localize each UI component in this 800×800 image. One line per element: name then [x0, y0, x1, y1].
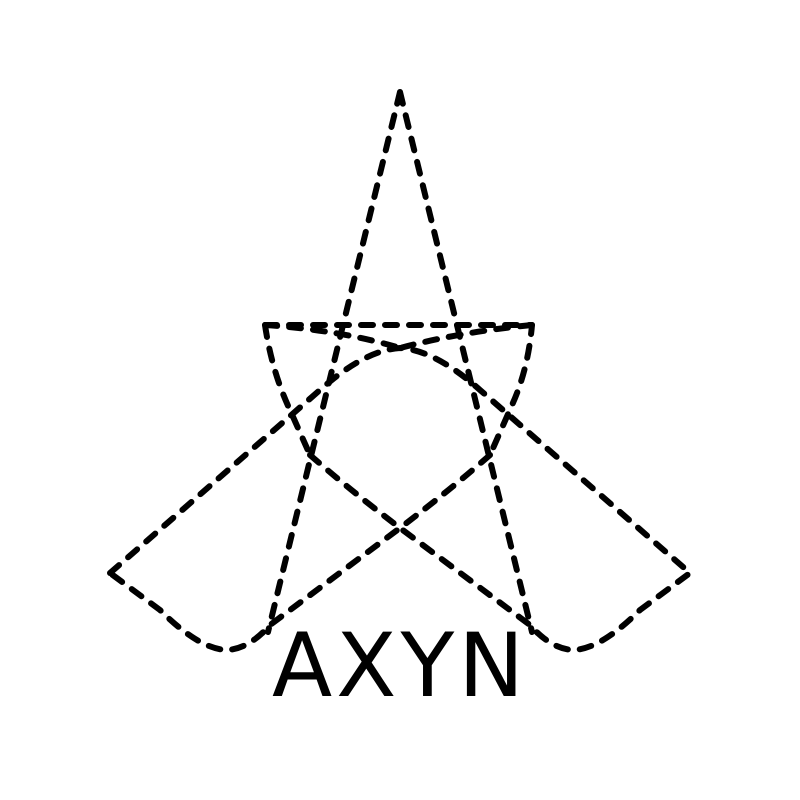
upper-arc-left-stroke: [262, 322, 403, 351]
upper-triangle-stroke: [262, 322, 535, 458]
cross-left-stroke: [307, 452, 693, 653]
center-spire-stroke: [265, 89, 535, 635]
upper-arc-right-stroke: [397, 322, 535, 351]
brand-name: AXYN: [271, 614, 529, 717]
cross-right-stroke: [107, 452, 493, 653]
dome-arc-stroke: [107, 345, 693, 576]
